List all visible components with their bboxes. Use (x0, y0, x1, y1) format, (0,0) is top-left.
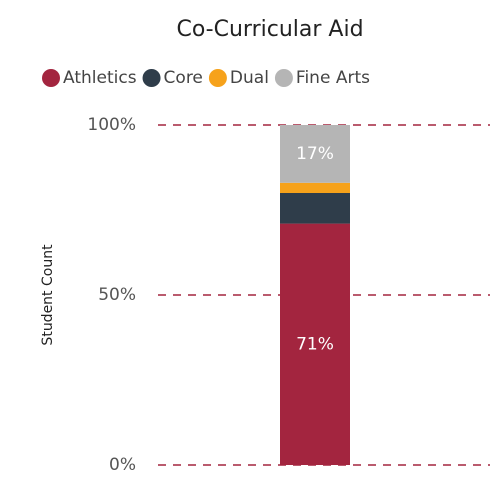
data-label: 17% (296, 144, 334, 164)
bar-segment (280, 182, 350, 193)
legend-swatch (42, 69, 60, 87)
legend-label: Core (164, 68, 203, 88)
y-tick-label: 50% (98, 285, 136, 305)
chart-title: Co-Curricular Aid (176, 17, 363, 42)
y-tick-label: 100% (87, 115, 136, 135)
legend-label: Athletics (63, 68, 137, 88)
bar-segment (280, 223, 350, 465)
y-tick-label: 0% (109, 455, 136, 475)
bar-segment (280, 193, 350, 224)
legend-swatch (142, 69, 161, 87)
bar-segment (280, 125, 350, 183)
data-label: 71% (296, 334, 334, 354)
legend-label: Fine Arts (296, 68, 370, 88)
legend-swatch (274, 69, 293, 87)
y-axis-title: Student Count (40, 244, 56, 346)
legend-label: Dual (230, 68, 269, 88)
legend-swatch (208, 69, 227, 87)
